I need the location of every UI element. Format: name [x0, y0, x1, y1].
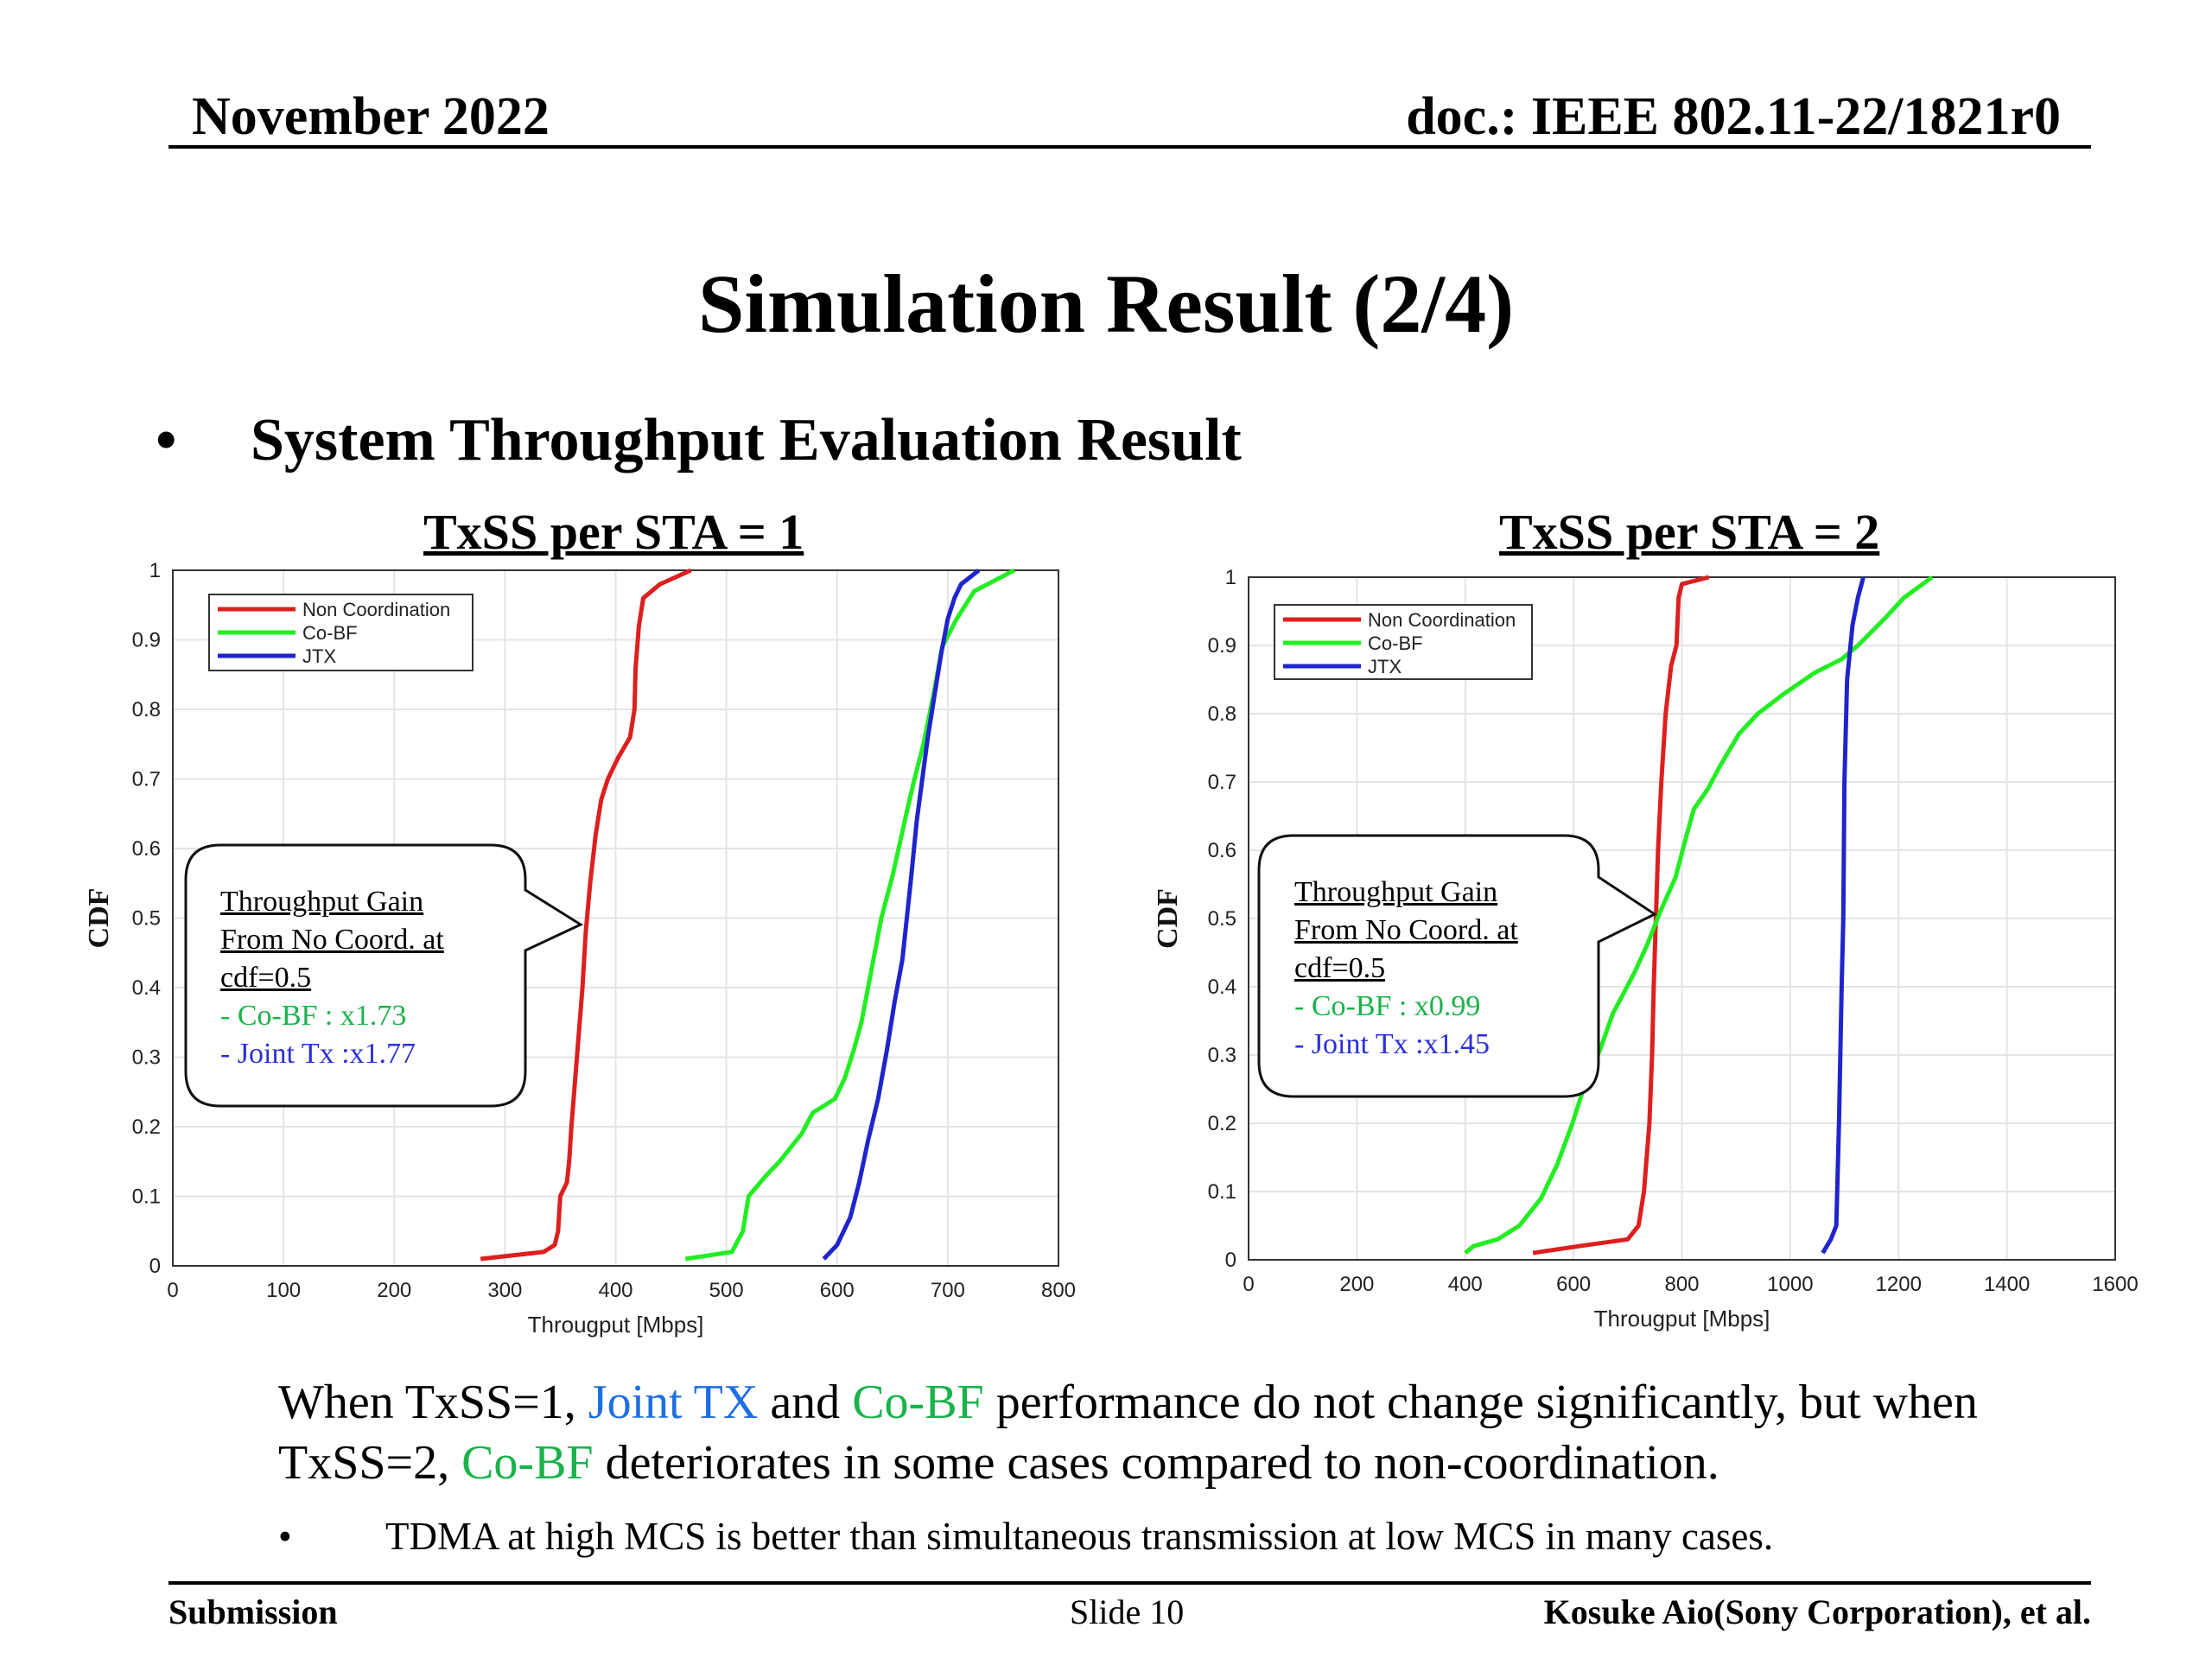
chart1-xtick-label: 600: [820, 1279, 855, 1302]
chart1-axes-box: [172, 569, 1059, 1267]
chart1-ytick-label: 0.7: [132, 768, 161, 791]
callout2-jtx-gain: - Joint Tx :x1.45: [1294, 1028, 1491, 1060]
chart1-xtick-label: 800: [1041, 1279, 1076, 1302]
chart1-xtick-label: 500: [709, 1279, 744, 1302]
chart2-ytick-label: 0.9: [1208, 634, 1236, 658]
chart1-series-co-bf: [684, 568, 1015, 1262]
chart2-xtick-label: 1400: [1984, 1273, 2030, 1296]
sub-bullet: • TDMA at high MCS is better than simulta…: [278, 1514, 1773, 1559]
chart2-callout-bubble: [1257, 834, 1658, 1098]
callout1-cobf-gain: - Co-BF : x1.73: [220, 1000, 407, 1032]
chart2-ytick-label: 0.5: [1208, 907, 1236, 931]
chart1-xtick-label: 0: [167, 1279, 178, 1302]
bullet-glyph: •: [156, 407, 177, 474]
chart1-ytick-label: 0.1: [132, 1185, 161, 1209]
chart2-xtick-label: 600: [1556, 1273, 1591, 1296]
sub-bullet-glyph: •: [278, 1515, 292, 1558]
callout2-line1: Throughput Gain: [1294, 876, 1498, 908]
chart2-ytick-label: 0.1: [1208, 1180, 1236, 1204]
callout2-cobf-gain: - Co-BF : x0.99: [1294, 990, 1481, 1022]
callout1-line2: From No Coord. at: [220, 924, 444, 956]
summary-text: When TxSS=1, Joint TX and Co-BF performa…: [278, 1372, 2127, 1493]
chart2-plot: 0 200 400 600 800 1000 1200 1400 1600 0 0.1 0.2 0.3 0…: [1152, 566, 2139, 1332]
chart1-xtick-label: 400: [598, 1279, 632, 1302]
chart1-xlabel: Througput [Mbps]: [528, 1312, 704, 1338]
callout1-line3: cdf=0.5: [220, 962, 312, 994]
chart2-xtick-label: 1200: [1876, 1273, 1922, 1296]
chart2-xtick-label: 1000: [1767, 1273, 1813, 1296]
summary-part3: performance do not change significantly,…: [278, 1376, 1978, 1490]
summary-part4: deteriorates in some cases compared to n…: [593, 1436, 1719, 1490]
chart2-xtick-label: 0: [1243, 1273, 1254, 1296]
chart2-ytick-label: 0.4: [1208, 976, 1236, 999]
chart2-axes-box: [1248, 576, 2116, 1261]
chart1-series-non-coordination: [480, 568, 692, 1262]
slide-title: Simulation Result (2/4): [697, 257, 1515, 350]
bullet-text: System Throughput Evaluation Result: [251, 407, 1242, 474]
chart2-title: TxSS per STA = 2: [1499, 504, 1880, 560]
chart1-ytick-label: 0.6: [132, 837, 161, 861]
chart1-callout-text: Throughput Gain From No Coord. at cdf=0.…: [220, 883, 444, 1073]
header-rule: [168, 145, 2091, 149]
callout2-line2: From No Coord. at: [1294, 914, 1518, 946]
chart1-ytick-label: 1: [149, 559, 161, 582]
chart2-ylabel: CDF: [1152, 888, 1184, 949]
chart2-series-jtx: [1821, 576, 1866, 1255]
chart1-xtick-label: 200: [377, 1279, 411, 1302]
chart1-xtick-label: 300: [487, 1279, 522, 1302]
footer-rule: [168, 1581, 2091, 1585]
chart2-xlabel: Througput [Mbps]: [1594, 1306, 1770, 1332]
callout1-line1: Throughput Gain: [220, 886, 424, 918]
chart2-legend-label: Non Coordination: [1368, 609, 1516, 631]
chart2-ytick-label: 0.8: [1208, 702, 1236, 726]
chart1-ytick-label: 0.3: [132, 1046, 161, 1070]
chart2-ytick-label: 0.2: [1208, 1112, 1236, 1135]
chart2-ytick-label: 0.7: [1208, 771, 1236, 794]
callout1-jtx-gain: - Joint Tx :x1.77: [220, 1038, 416, 1070]
summary-part1: When TxSS=1,: [278, 1376, 588, 1429]
chart1-plot: 0 100 200 300 400 500 600 700 800 0 0.1 0.2 0.3 0.4 0.…: [83, 559, 1076, 1338]
chart2-ytick-label: 0.6: [1208, 839, 1236, 862]
chart1-xtick-label: 100: [266, 1279, 301, 1302]
chart1-ytick-label: 0.8: [132, 698, 161, 721]
chart1-ytick-label: 0.5: [132, 907, 161, 931]
chart1-callout-bubble: [184, 843, 584, 1108]
summary-joint-tx: Joint TX: [588, 1376, 759, 1429]
chart1-legend-label: Non Coordination: [302, 599, 450, 620]
chart2-series-co-bf: [1464, 575, 1934, 1255]
chart1-ytick-label: 0.2: [132, 1116, 161, 1139]
main-bullet: • System Throughput Evaluation Result: [156, 406, 1242, 475]
chart2-ytick-label: 1: [1225, 566, 1236, 589]
chart1-legend-label: Co-BF: [302, 622, 358, 644]
footer-author: Kosuke Aio(Sony Corporation), et al.: [1543, 1592, 2091, 1631]
chart1-ytick-label: 0.9: [132, 629, 161, 652]
chart1-ylabel: CDF: [83, 888, 115, 949]
summary-cobf-2: Co-BF: [461, 1436, 594, 1490]
chart2-xtick-label: 400: [1448, 1273, 1483, 1296]
chart1-ytick-label: 0.4: [132, 976, 161, 1000]
summary-cobf-1: Co-BF: [852, 1376, 984, 1429]
callout2-line3: cdf=0.5: [1294, 952, 1386, 984]
footer-submission: Submission: [168, 1592, 338, 1631]
chart2-xtick-label: 1600: [2092, 1273, 2138, 1296]
chart2-legend-label: Co-BF: [1368, 632, 1423, 654]
chart1-legend-label: JTX: [302, 645, 336, 667]
chart2-xtick-label: 800: [1664, 1273, 1699, 1296]
summary-part2: and: [758, 1376, 853, 1429]
chart2-ytick-label: 0: [1225, 1249, 1236, 1272]
header-doc-id: doc.: IEEE 802.11-22/1821r0: [1406, 87, 2061, 146]
footer-slide-number: Slide 10: [1070, 1592, 1185, 1631]
chart1-series-jtx: [822, 569, 981, 1261]
chart2-legend-label: JTX: [1368, 656, 1402, 677]
chart1-ytick-label: 0: [149, 1255, 161, 1278]
sub-bullet-text: TDMA at high MCS is better than simultan…: [385, 1515, 1774, 1558]
chart1-xtick-label: 700: [931, 1279, 965, 1302]
chart2-xtick-label: 200: [1339, 1273, 1374, 1296]
chart2-callout-text: Throughput Gain From No Coord. at cdf=0.…: [1294, 874, 1518, 1064]
chart2-ytick-label: 0.3: [1208, 1044, 1236, 1067]
header-date: November 2022: [192, 87, 550, 146]
chart1-title: TxSS per STA = 1: [423, 504, 804, 560]
